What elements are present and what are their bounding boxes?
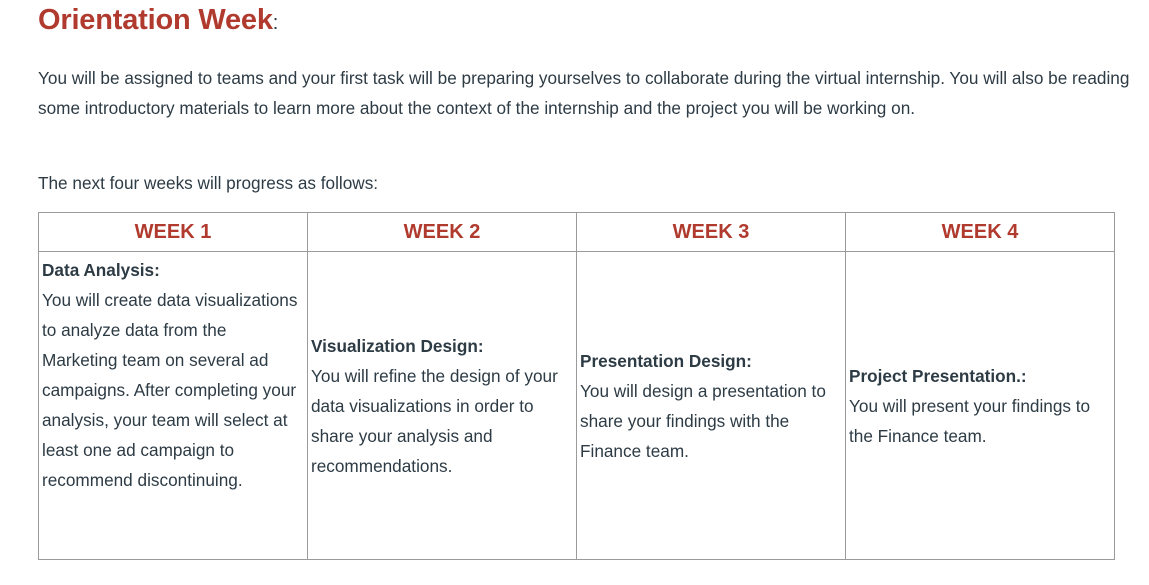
schedule-lead-text: The next four weeks will progress as fol…	[38, 173, 379, 193]
week-4-heading: Project Presentation.:	[849, 365, 1027, 386]
week-4-description: You will present your findings to the Fi…	[849, 395, 1091, 446]
week-3-description: You will design a presentation to share …	[580, 380, 826, 461]
week-1-description: You will create data visualizations to a…	[42, 290, 298, 490]
week-1-cell: Data Analysis: You will create data visu…	[38, 251, 308, 560]
page-title-text: Orientation Week	[38, 4, 273, 36]
schedule-content-row: Data Analysis: You will create data visu…	[38, 251, 1115, 560]
week-3-header: WEEK 3	[576, 212, 846, 252]
week-2-description: You will refine the design of your data …	[311, 365, 558, 476]
page-title: Orientation Week:	[38, 4, 278, 37]
week-3-cell: Presentation Design: You will design a p…	[576, 251, 846, 560]
week-2-cell: Visualization Design: You will refine th…	[307, 251, 577, 560]
week-4-cell: Project Presentation.: You will present …	[845, 251, 1115, 560]
week-4-header: WEEK 4	[845, 212, 1115, 252]
intro-paragraph: You will be assigned to teams and your f…	[38, 68, 1130, 118]
week-1-header: WEEK 1	[38, 212, 308, 252]
page-title-suffix: :	[272, 12, 279, 34]
weekly-schedule-table: WEEK 1 WEEK 2 WEEK 3 WEEK 4 Data Analysi…	[38, 212, 1115, 560]
week-3-heading: Presentation Design:	[580, 350, 752, 371]
schedule-header-row: WEEK 1 WEEK 2 WEEK 3 WEEK 4	[38, 212, 1115, 252]
week-2-heading: Visualization Design:	[311, 335, 484, 356]
week-1-heading: Data Analysis:	[42, 260, 160, 280]
week-2-header: WEEK 2	[307, 212, 577, 252]
